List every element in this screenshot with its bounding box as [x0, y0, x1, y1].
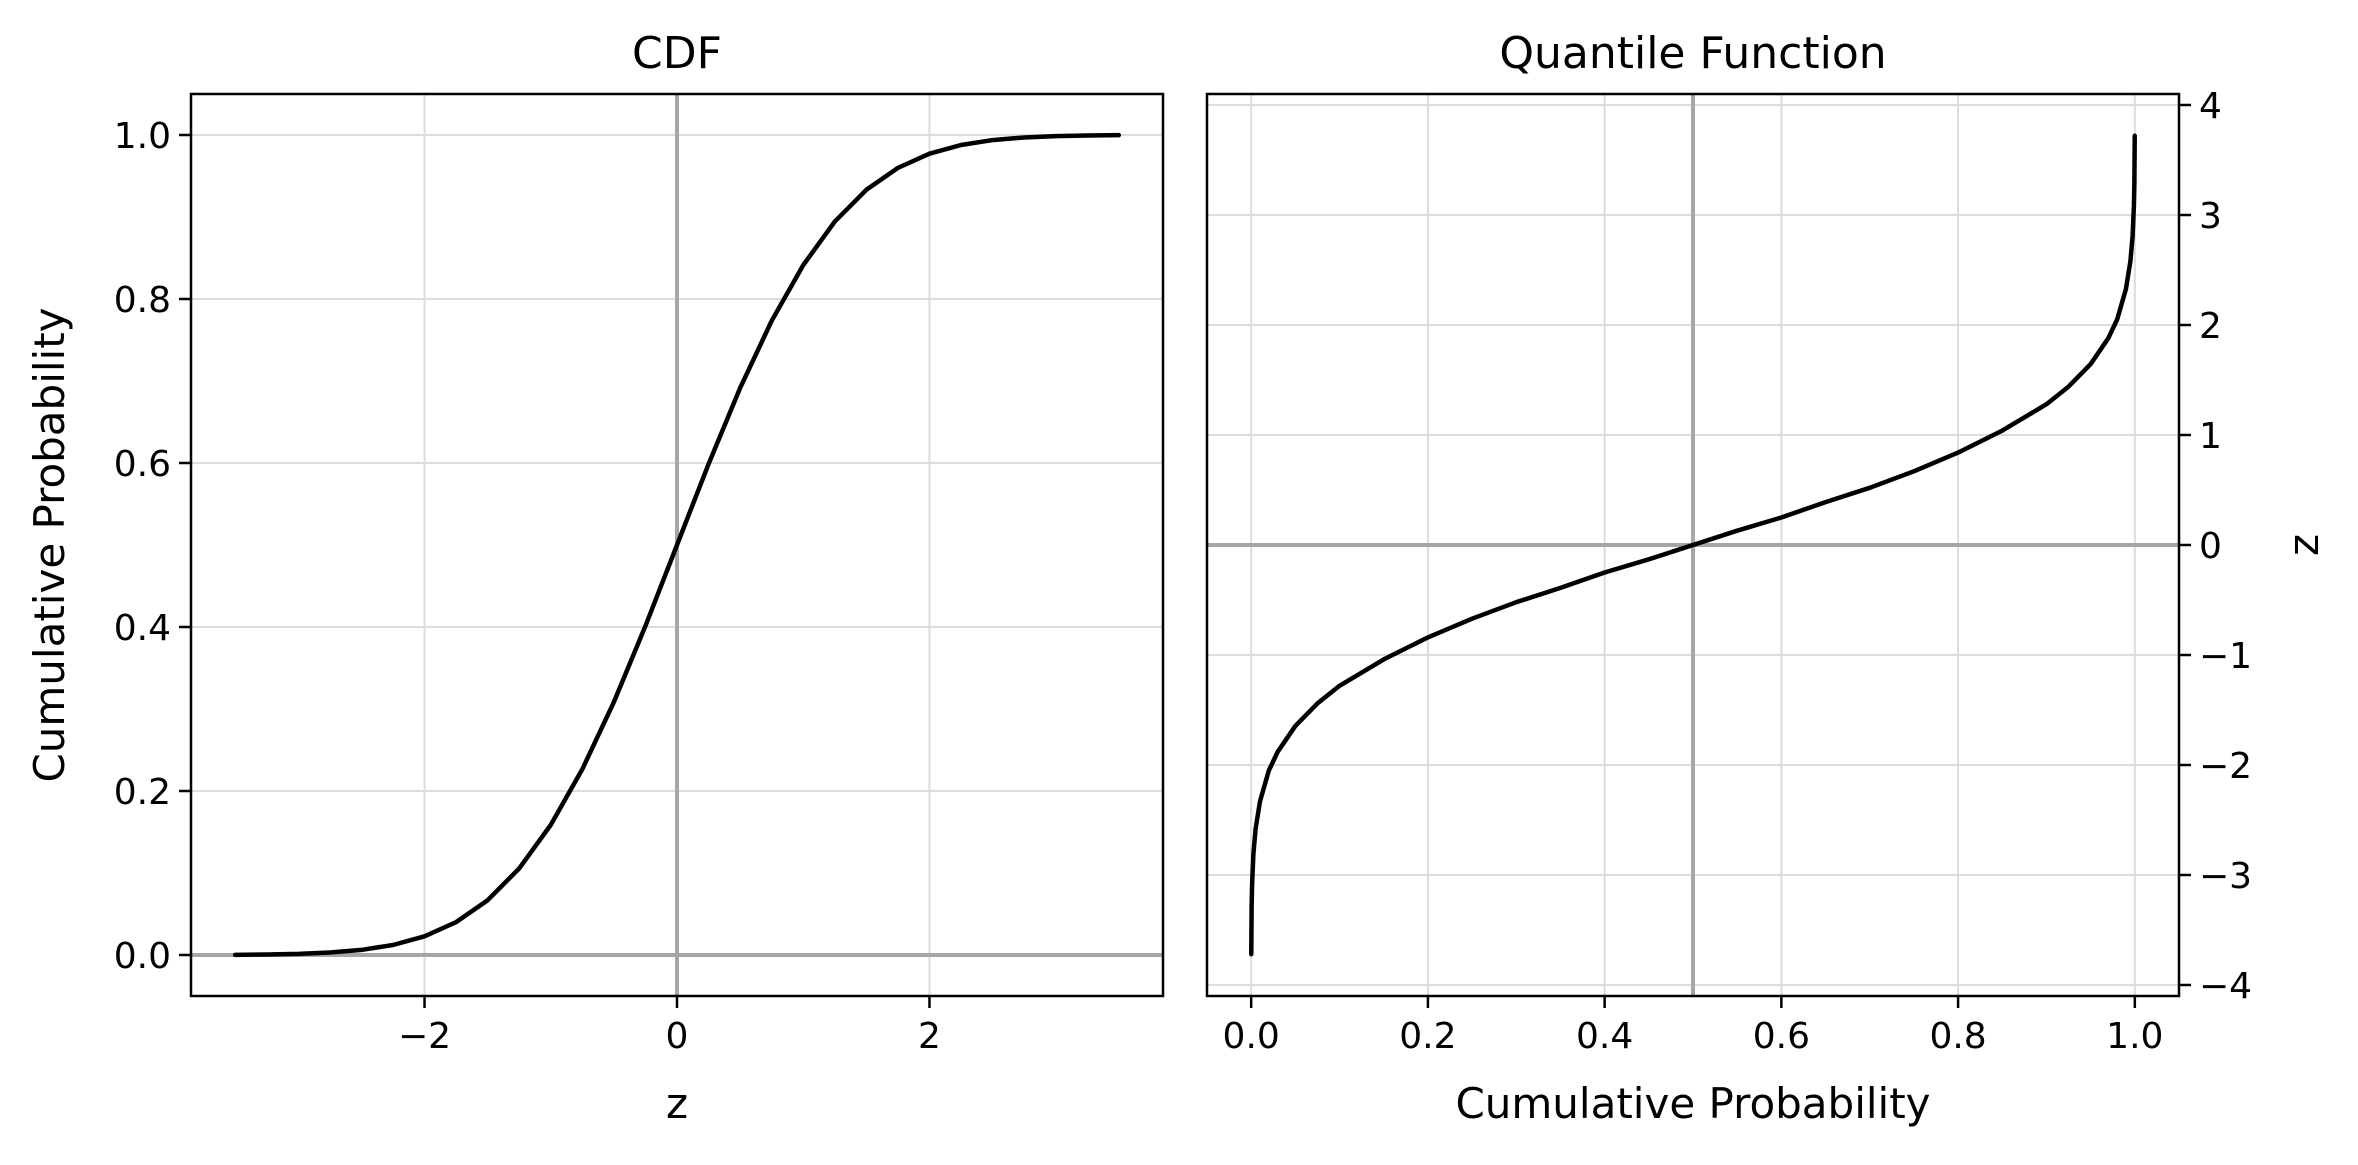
cdf-x-tick-label: 0: [666, 1016, 689, 1057]
cdf-y-tick-label: 0.6: [114, 444, 171, 485]
cdf-y-tick-label: 0.0: [114, 936, 171, 977]
cdf-series-line-0: [232, 132, 1122, 958]
quantile-y-tick-label: 3: [2199, 196, 2222, 237]
quantile-y-tick-label: −2: [2199, 746, 2252, 787]
quantile-y-tick-label: −1: [2199, 636, 2252, 677]
cdf-panel: −2 0 2 0.0 0.2 0.4 0.6 0.8 1.0 CDF z Cumulative Pro…: [25, 28, 1165, 1128]
quantile-x-tick-label: 0.2: [1399, 1016, 1456, 1057]
quantile-chart-title: Quantile Function: [1499, 28, 1886, 79]
cdf-y-tick-label: 1.0: [114, 116, 171, 157]
cdf-chart-title: CDF: [632, 28, 722, 79]
quantile-y-tick-label: −3: [2199, 856, 2252, 897]
quantile-x-axis-label: Cumulative Probability: [1455, 1079, 1930, 1128]
quantile-x-tick-label: 0.0: [1223, 1016, 1280, 1057]
quantile-series-line-0: [1249, 133, 2137, 957]
quantile-y-axis-label: z: [2279, 534, 2328, 556]
quantile-x-tick-label: 0.6: [1753, 1016, 1810, 1057]
quantile-x-tick-label: 1.0: [2106, 1016, 2163, 1057]
quantile-y-tick-label: −4: [2199, 966, 2252, 1007]
quantile-panel: 0.0 0.2 0.4 0.6 0.8 1.0 −4 −3 −2 −1 0 1 2 3 4 Quantile …: [1205, 28, 2328, 1128]
quantile-x-tick-label: 0.4: [1576, 1016, 1633, 1057]
cdf-y-tick-label: 0.2: [114, 772, 171, 813]
cdf-y-tick-label: 0.4: [114, 608, 171, 649]
quantile-x-tick-label: 0.8: [1929, 1016, 1986, 1057]
quantile-y-tick-label: 1: [2199, 416, 2222, 457]
cdf-x-tick-label: −2: [398, 1016, 451, 1057]
quantile-y-tick-label: 0: [2199, 526, 2222, 567]
cdf-y-axis-label: Cumulative Probability: [25, 307, 74, 782]
cdf-x-tick-label: 2: [918, 1016, 941, 1057]
quantile-y-tick-label: 2: [2199, 306, 2222, 347]
quantile-y-tick-label: 4: [2199, 86, 2222, 127]
cdf-x-axis-label: z: [666, 1079, 688, 1128]
cdf-y-tick-label: 0.8: [114, 280, 171, 321]
